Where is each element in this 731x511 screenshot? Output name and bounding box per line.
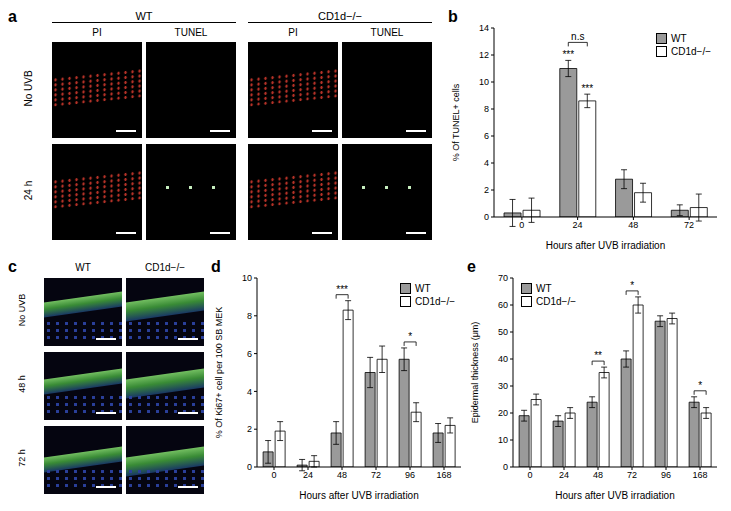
html-text:TUNEL: TUNEL xyxy=(370,27,404,38)
html-text:CD1d−/−: CD1d−/− xyxy=(671,46,711,57)
html-text:TUNEL: TUNEL xyxy=(174,27,208,38)
html-text:No UVB: No UVB xyxy=(22,70,34,107)
html-text:48 h: 48 h xyxy=(17,375,27,393)
svg-text:Hours after UVB irradiation: Hours after UVB irradiation xyxy=(555,490,675,501)
svg-text:70: 70 xyxy=(498,273,508,283)
svg-text:% Of TUNEL+ cells: % Of TUNEL+ cells xyxy=(451,83,461,161)
svg-text:60: 60 xyxy=(498,300,508,310)
svg-text:*: * xyxy=(630,280,634,291)
html-text:24 h: 24 h xyxy=(22,180,34,201)
svg-text:72: 72 xyxy=(627,470,637,480)
svg-text:8: 8 xyxy=(484,104,489,114)
svg-text:***: *** xyxy=(336,284,348,295)
html-text:CD1d−/−: CD1d−/− xyxy=(415,296,455,307)
html-text:a: a xyxy=(8,8,17,25)
svg-text:*: * xyxy=(698,380,702,391)
svg-text:48: 48 xyxy=(628,220,638,230)
svg-text:12: 12 xyxy=(479,50,489,60)
html-text:WT: WT xyxy=(75,262,91,273)
svg-text:4: 4 xyxy=(247,387,252,397)
svg-text:30: 30 xyxy=(498,381,508,391)
svg-text:0: 0 xyxy=(484,212,489,222)
svg-text:72: 72 xyxy=(684,220,694,230)
html-text:PI: PI xyxy=(288,27,298,38)
svg-text:24: 24 xyxy=(559,470,569,480)
html-text:72 h: 72 h xyxy=(17,449,27,467)
html-text:WT: WT xyxy=(671,33,687,44)
svg-text:*: * xyxy=(408,331,412,342)
svg-text:8: 8 xyxy=(247,311,252,321)
html-text:No UVB: No UVB xyxy=(17,293,27,327)
svg-text:2: 2 xyxy=(247,424,252,434)
svg-text:48: 48 xyxy=(337,470,347,480)
svg-text:6: 6 xyxy=(247,349,252,359)
html-text:WT: WT xyxy=(415,283,431,294)
svg-text:50: 50 xyxy=(498,327,508,337)
svg-text:n.s: n.s xyxy=(571,31,584,42)
svg-text:96: 96 xyxy=(661,470,671,480)
svg-text:***: *** xyxy=(581,83,593,94)
svg-text:20: 20 xyxy=(498,408,508,418)
svg-text:0: 0 xyxy=(271,470,276,480)
svg-text:**: ** xyxy=(594,350,602,361)
svg-text:72: 72 xyxy=(371,470,381,480)
html-text:CD1d−/−: CD1d−/− xyxy=(145,262,185,273)
html-text:CD1d−/−: CD1d−/− xyxy=(318,10,362,22)
svg-text:Epidermal thickness (μm): Epidermal thickness (μm) xyxy=(470,322,480,424)
html-text:b: b xyxy=(448,8,458,25)
html-text:WT: WT xyxy=(536,283,552,294)
svg-text:0: 0 xyxy=(519,220,524,230)
svg-text:% Of Ki67+ cell per 100 SB MEK: % Of Ki67+ cell per 100 SB MEK xyxy=(214,307,224,438)
svg-text:40: 40 xyxy=(498,354,508,364)
html-text:e: e xyxy=(467,258,476,275)
svg-text:14: 14 xyxy=(479,23,489,33)
svg-text:10: 10 xyxy=(479,77,489,87)
svg-text:Hours after UVB irradiation: Hours after UVB irradiation xyxy=(546,240,666,251)
svg-text:168: 168 xyxy=(692,470,707,480)
svg-text:2: 2 xyxy=(484,185,489,195)
html-text:CD1d−/−: CD1d−/− xyxy=(536,296,576,307)
svg-text:0: 0 xyxy=(503,462,508,472)
svg-text:4: 4 xyxy=(484,158,489,168)
svg-text:10: 10 xyxy=(498,435,508,445)
html-text:d: d xyxy=(211,258,221,275)
svg-text:10: 10 xyxy=(242,273,252,283)
html-text:PI: PI xyxy=(92,27,102,38)
svg-text:0: 0 xyxy=(527,470,532,480)
svg-text:24: 24 xyxy=(303,470,313,480)
svg-text:Hours after UVB irradiation: Hours after UVB irradiation xyxy=(299,490,419,501)
svg-text:48: 48 xyxy=(593,470,603,480)
svg-text:96: 96 xyxy=(405,470,415,480)
svg-text:0: 0 xyxy=(247,462,252,472)
html-text:c: c xyxy=(8,258,17,275)
svg-text:***: *** xyxy=(562,49,574,60)
svg-text:168: 168 xyxy=(436,470,451,480)
html-text:WT: WT xyxy=(135,10,153,22)
svg-text:24: 24 xyxy=(573,220,583,230)
svg-text:6: 6 xyxy=(484,131,489,141)
